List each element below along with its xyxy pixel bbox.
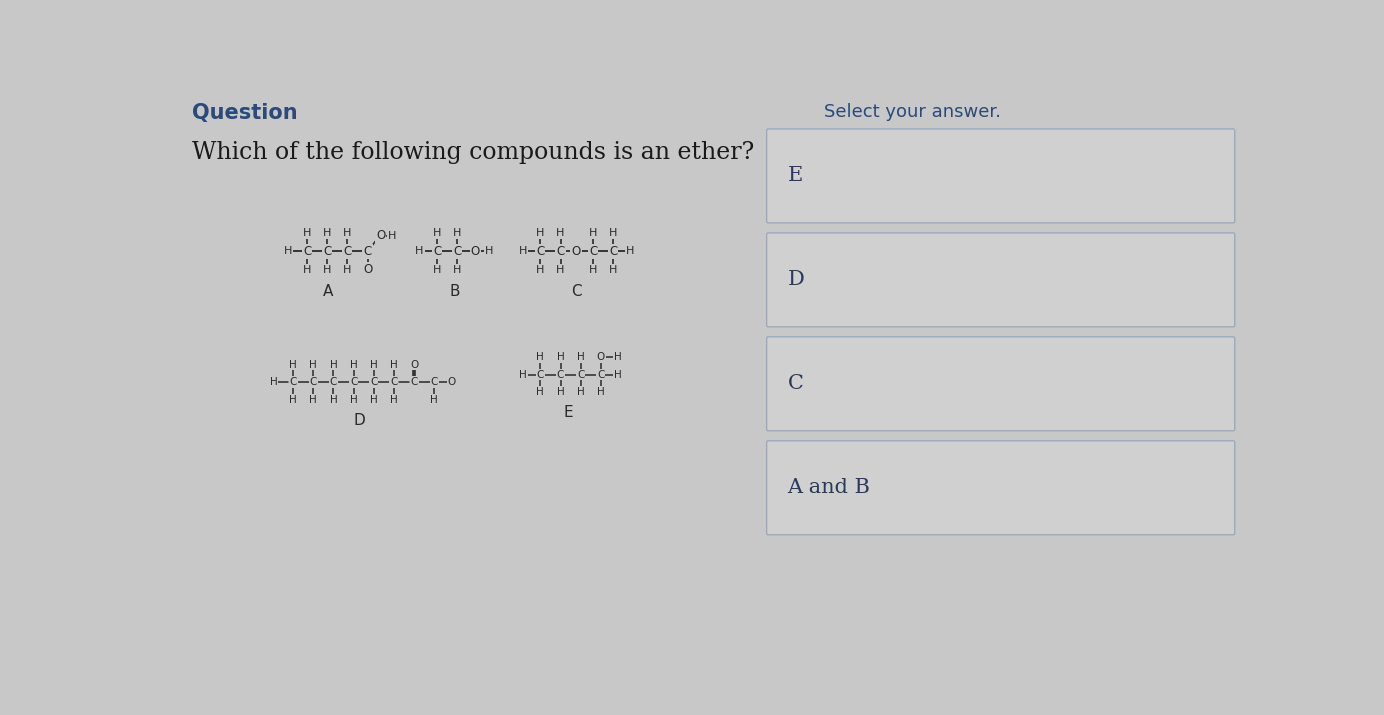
Text: H: H <box>433 228 441 238</box>
Text: H: H <box>415 247 424 257</box>
Text: H: H <box>536 228 544 238</box>
Text: H: H <box>433 265 441 275</box>
Text: C: C <box>590 245 597 258</box>
Text: H: H <box>609 265 617 275</box>
Text: E: E <box>563 405 573 420</box>
Text: O: O <box>572 245 581 258</box>
Text: H: H <box>537 352 544 362</box>
Text: H: H <box>577 388 584 398</box>
Text: H: H <box>310 395 317 405</box>
Text: Question: Question <box>192 103 298 123</box>
Text: H: H <box>370 395 378 405</box>
Text: H: H <box>588 228 598 238</box>
Text: H: H <box>303 265 311 275</box>
Text: C: C <box>556 370 565 380</box>
Text: H: H <box>270 378 278 388</box>
Text: H: H <box>390 360 397 370</box>
Text: A: A <box>322 284 334 299</box>
Text: H: H <box>322 265 331 275</box>
Text: C: C <box>329 378 338 388</box>
Text: H: H <box>556 388 565 398</box>
Text: H: H <box>329 360 338 370</box>
Text: O: O <box>597 352 605 362</box>
Text: C: C <box>597 370 605 380</box>
Text: C: C <box>343 245 352 258</box>
FancyBboxPatch shape <box>767 129 1235 223</box>
Text: H: H <box>519 247 527 257</box>
Text: Select your answer.: Select your answer. <box>823 103 1001 121</box>
Text: C: C <box>577 370 584 380</box>
Text: H: H <box>289 360 298 370</box>
Text: C: C <box>536 245 544 258</box>
Text: C: C <box>289 378 296 388</box>
FancyBboxPatch shape <box>767 337 1235 430</box>
Text: H: H <box>322 228 331 238</box>
Text: H: H <box>329 395 338 405</box>
Text: H: H <box>430 395 439 405</box>
Text: H: H <box>577 352 584 362</box>
Text: C: C <box>350 378 357 388</box>
FancyBboxPatch shape <box>767 233 1235 327</box>
Text: H: H <box>556 265 565 275</box>
Text: C: C <box>370 378 378 388</box>
Text: B: B <box>450 284 461 299</box>
Text: D: D <box>787 270 804 290</box>
Text: C: C <box>303 245 311 258</box>
Text: H: H <box>388 231 396 241</box>
Text: Which of the following compounds is an ether?: Which of the following compounds is an e… <box>192 142 754 164</box>
Text: O: O <box>376 230 385 242</box>
Text: O: O <box>471 245 480 258</box>
Text: H: H <box>289 395 298 405</box>
Text: E: E <box>787 167 803 185</box>
Text: C: C <box>537 370 544 380</box>
Text: H: H <box>484 247 493 257</box>
Text: C: C <box>570 284 581 299</box>
Text: H: H <box>537 388 544 398</box>
Text: C: C <box>556 245 565 258</box>
Text: H: H <box>410 360 418 370</box>
Text: C: C <box>410 378 418 388</box>
Text: C: C <box>430 378 437 388</box>
Text: H: H <box>614 370 621 380</box>
Text: H: H <box>556 228 565 238</box>
Text: C: C <box>310 378 317 388</box>
Text: H: H <box>343 228 352 238</box>
Text: H: H <box>626 247 634 257</box>
Text: O: O <box>363 263 372 276</box>
Text: H: H <box>588 265 598 275</box>
Text: H: H <box>350 395 357 405</box>
Text: H: H <box>343 265 352 275</box>
Text: A and B: A and B <box>787 478 871 497</box>
Text: C: C <box>609 245 617 258</box>
Text: C: C <box>433 245 441 258</box>
Text: H: H <box>303 228 311 238</box>
Text: D: D <box>353 413 365 428</box>
Text: O: O <box>448 378 457 388</box>
Text: H: H <box>453 265 462 275</box>
Text: H: H <box>556 352 565 362</box>
Text: H: H <box>614 352 621 362</box>
Text: H: H <box>310 360 317 370</box>
Text: H: H <box>453 228 462 238</box>
Text: C: C <box>787 374 804 393</box>
FancyBboxPatch shape <box>767 440 1235 535</box>
Text: C: C <box>322 245 331 258</box>
Text: O: O <box>410 360 418 370</box>
Text: H: H <box>519 370 527 380</box>
Text: H: H <box>536 265 544 275</box>
Text: C: C <box>364 245 372 258</box>
Text: H: H <box>609 228 617 238</box>
Text: H: H <box>370 360 378 370</box>
Text: H: H <box>350 360 357 370</box>
Text: H: H <box>390 395 397 405</box>
Text: C: C <box>454 245 461 258</box>
Text: H: H <box>284 247 292 257</box>
Text: H: H <box>597 388 605 398</box>
Text: C: C <box>390 378 397 388</box>
